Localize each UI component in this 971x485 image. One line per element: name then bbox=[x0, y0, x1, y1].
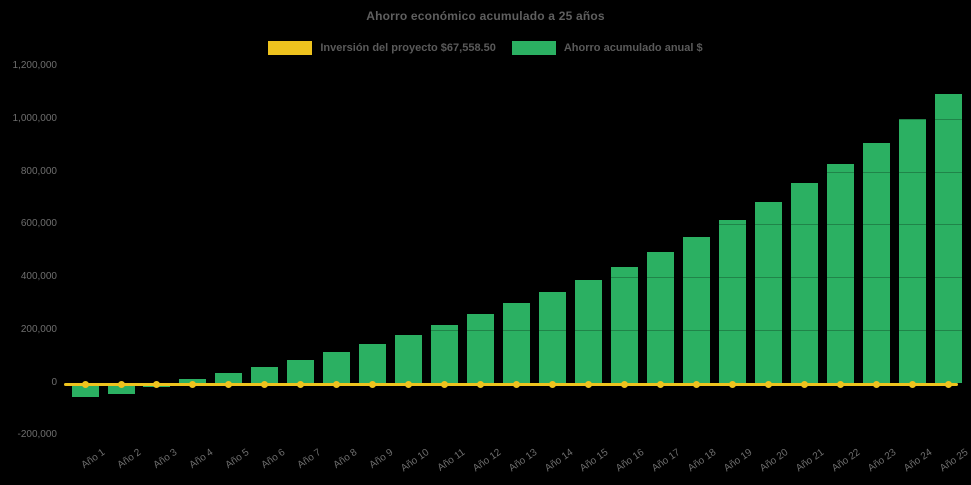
y-axis-tick-label: 200,000 bbox=[20, 323, 57, 335]
bar-año-4 bbox=[179, 378, 207, 383]
gridline bbox=[62, 435, 962, 437]
investment-line-marker bbox=[872, 381, 880, 389]
y-axis-tick-label: 600,000 bbox=[20, 218, 57, 230]
investment-line-marker bbox=[620, 381, 628, 389]
gridline bbox=[62, 171, 962, 173]
y-axis-tick-label: 0 bbox=[51, 376, 57, 388]
legend-label-savings: Ahorro acumulado anual $ bbox=[563, 42, 703, 54]
bar-año-8 bbox=[323, 351, 351, 383]
investment-line-marker bbox=[297, 381, 305, 389]
bar-año-9 bbox=[359, 343, 387, 383]
savings-color-swatch bbox=[511, 41, 556, 55]
bar-año-20 bbox=[754, 201, 782, 383]
legend: Inversión del proyecto $67,558.50 Ahorro… bbox=[0, 41, 971, 55]
bar-año-16 bbox=[610, 266, 638, 383]
gridline bbox=[62, 66, 962, 67]
investment-line-marker bbox=[117, 381, 125, 389]
plot-area bbox=[62, 66, 962, 437]
investment-line-marker bbox=[405, 381, 413, 389]
investment-line-marker bbox=[800, 381, 808, 389]
bar-año-1 bbox=[71, 382, 99, 398]
bar-año-19 bbox=[718, 220, 746, 383]
bar-año-14 bbox=[539, 292, 566, 383]
investment-line-marker bbox=[944, 381, 952, 389]
investment-line-marker bbox=[225, 381, 233, 389]
investment-line-marker bbox=[764, 381, 772, 389]
bar-año-11 bbox=[431, 324, 459, 383]
investment-line bbox=[64, 383, 958, 387]
bar-año-5 bbox=[215, 372, 243, 383]
bar-año-22 bbox=[826, 163, 854, 383]
investment-line-marker bbox=[584, 381, 592, 389]
investment-line-marker bbox=[728, 381, 736, 389]
y-axis-tick-label: 1,000,000 bbox=[12, 112, 58, 124]
bar-año-17 bbox=[646, 251, 674, 383]
y-axis-tick-label: 800,000 bbox=[20, 165, 57, 177]
investment-line-marker bbox=[189, 381, 197, 389]
investment-line-marker bbox=[836, 381, 844, 389]
investment-line-marker bbox=[261, 381, 269, 389]
investment-line-marker bbox=[513, 381, 520, 389]
bar-año-25 bbox=[934, 93, 962, 383]
legend-item-savings: Ahorro acumulado anual $ bbox=[511, 41, 703, 55]
investment-line-marker bbox=[369, 381, 377, 389]
y-axis-tick-label: 1,200,000 bbox=[12, 60, 58, 71]
investment-line-marker bbox=[908, 381, 916, 389]
bar-año-23 bbox=[862, 142, 890, 383]
bar-año-18 bbox=[682, 236, 710, 383]
gridline bbox=[62, 118, 962, 120]
gridline bbox=[62, 382, 962, 384]
legend-label-investment: Inversión del proyecto $67,558.50 bbox=[320, 42, 496, 54]
bar-año-7 bbox=[287, 359, 315, 383]
bar-año-12 bbox=[467, 313, 494, 383]
y-axis-tick-label: -200,000 bbox=[17, 429, 57, 441]
investment-line-marker bbox=[333, 381, 341, 389]
bar-año-6 bbox=[251, 367, 279, 383]
y-axis-tick-label: 400,000 bbox=[20, 271, 57, 283]
bar-año-21 bbox=[790, 182, 818, 383]
investment-line-marker bbox=[549, 381, 556, 389]
investment-line-marker bbox=[81, 381, 89, 389]
gridline bbox=[62, 329, 962, 331]
chart-title: Ahorro económico acumulado a 25 años bbox=[366, 9, 605, 23]
bar-año-10 bbox=[395, 334, 423, 383]
bar-año-13 bbox=[503, 303, 530, 383]
legend-item-investment: Inversión del proyecto $67,558.50 bbox=[268, 41, 496, 55]
investment-line-marker bbox=[153, 381, 161, 389]
investment-line-marker bbox=[477, 381, 484, 389]
gridline bbox=[62, 277, 962, 279]
investment-line-marker bbox=[441, 381, 449, 389]
investment-line-marker bbox=[692, 381, 700, 389]
gridline bbox=[62, 224, 962, 226]
bar-año-15 bbox=[574, 280, 602, 383]
investment-line-marker bbox=[656, 381, 664, 389]
bar-año-2 bbox=[107, 382, 135, 395]
investment-color-swatch bbox=[268, 41, 313, 55]
bar-año-24 bbox=[898, 119, 926, 383]
